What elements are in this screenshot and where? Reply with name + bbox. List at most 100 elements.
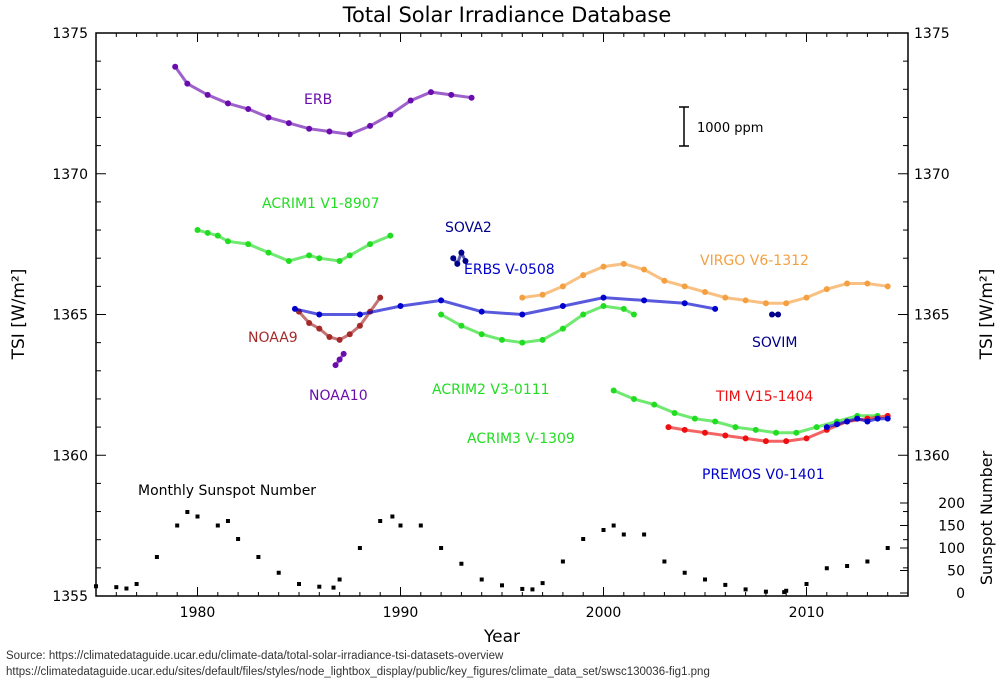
sunspot-point — [824, 566, 829, 571]
label-sova2: SOVA2 — [445, 220, 492, 236]
sunspot-point — [418, 523, 423, 528]
sunspot-point — [723, 582, 728, 587]
sunspot-point — [215, 523, 220, 528]
sunspot-tick-label: 100 — [938, 541, 965, 557]
label-virgo: VIRGO V6-1312 — [700, 253, 809, 269]
y-tick-label-right: 1370 — [914, 167, 950, 183]
series-line — [452, 248, 467, 267]
sunspot-point — [378, 519, 383, 523]
sunspot-point — [276, 570, 281, 575]
sunspot-point — [763, 589, 768, 594]
y-axis-label-sunspot: Sunspot Number — [977, 450, 996, 585]
series-2 — [438, 303, 637, 346]
series-1 — [194, 227, 394, 265]
label-sunspot: Monthly Sunspot Number — [138, 483, 316, 499]
sunspot-point — [662, 559, 667, 564]
sunspot-point — [337, 577, 342, 582]
y-tick-label-right: 1375 — [914, 26, 950, 42]
series-line — [334, 353, 345, 367]
sunspot-point — [642, 532, 647, 537]
label-acrim2: ACRIM2 V3-0111 — [432, 382, 550, 398]
sunspot-point — [439, 546, 444, 550]
y-tick-label: 1370 — [52, 167, 88, 183]
series-line — [173, 65, 472, 136]
label-acrim3: ACRIM3 V-1309 — [467, 431, 575, 447]
sunspot-point — [185, 510, 190, 514]
series-line — [613, 389, 878, 435]
sunspot-tick-label: 0 — [956, 586, 965, 602]
series-4 — [296, 294, 384, 343]
y-tick-label: 1355 — [52, 589, 88, 605]
y-tick-label: 1360 — [52, 448, 88, 464]
series-line — [440, 304, 635, 345]
y-axis-label-right: TSI [W/m²] — [977, 269, 997, 361]
sunspot-tick-label: 150 — [938, 519, 965, 535]
sunspot-point — [845, 564, 850, 568]
sunspot-point — [459, 561, 464, 566]
sunspot-point — [560, 559, 565, 564]
sunspot-point — [175, 523, 180, 528]
chart-title: Total Solar Irradiance Database — [342, 3, 672, 27]
sunspot-point — [865, 559, 870, 564]
series-5 — [332, 350, 347, 369]
scale-bar: 1000 ppm — [679, 106, 763, 147]
sunspot-point — [297, 582, 301, 586]
sunspot-point — [540, 581, 545, 586]
y-tick-label: 1375 — [52, 26, 88, 42]
sunspot-point — [398, 523, 403, 528]
series-8 — [519, 260, 891, 307]
y-axis-label-left: TSI [W/m²] — [9, 269, 29, 361]
sunspot-point — [500, 583, 504, 588]
x-tick-label: 2000 — [586, 605, 622, 621]
sunspot-point — [804, 582, 809, 586]
source-line-2[interactable]: https://climatedataguide.ucar.edu/sites/… — [6, 666, 710, 678]
sunspot-point — [236, 537, 241, 541]
x-axis-label: Year — [483, 627, 520, 647]
series-10 — [823, 415, 891, 431]
sunspot-tick-label: 200 — [938, 496, 965, 512]
sunspot-point — [317, 584, 322, 589]
sunspot-point — [885, 546, 890, 550]
series-labels: ERB ACRIM1 V1-8907 ACRIM2 V3-0111 ACRIM3… — [138, 92, 825, 499]
sunspot-point — [530, 587, 535, 592]
sunspot-point — [621, 532, 626, 537]
label-erbs: ERBS V-0508 — [464, 262, 555, 278]
series-0 — [172, 63, 475, 138]
series-line — [294, 296, 716, 317]
series-line — [826, 417, 888, 429]
label-tim: TIM V15-1404 — [715, 389, 813, 405]
label-acrim1: ACRIM1 V1-8907 — [262, 196, 380, 212]
sunspot-point — [154, 555, 159, 559]
label-erb: ERB — [304, 92, 332, 108]
sunspot-point — [195, 514, 200, 519]
sunspot-point — [782, 590, 787, 595]
y-tick-label-right: 1360 — [914, 448, 950, 464]
y-tick-label-right: 1365 — [914, 308, 950, 324]
x-tick-label: 2010 — [789, 605, 825, 621]
x-tick-label: 1980 — [180, 605, 216, 621]
sunspot-point — [784, 588, 789, 593]
series-line — [297, 296, 382, 342]
y-tick-label: 1365 — [52, 308, 88, 324]
sunspot-point — [357, 546, 362, 550]
series-6 — [450, 248, 469, 267]
series-12 — [94, 510, 890, 595]
sunspot-point — [114, 585, 119, 590]
series-line — [522, 262, 888, 305]
sunspot-point — [479, 577, 484, 582]
sunspot-point — [134, 582, 139, 586]
sunspot-tick-label: 50 — [947, 564, 965, 580]
sunspot-point — [390, 514, 395, 519]
label-noaa9: NOAA9 — [248, 330, 298, 346]
series-7 — [291, 294, 719, 318]
sunspot-point — [225, 519, 230, 523]
label-premos: PREMOS V0-1401 — [702, 467, 825, 483]
data-layer — [94, 63, 891, 595]
sunspot-point — [743, 587, 748, 592]
series-line — [197, 228, 391, 263]
sunspot-point — [611, 523, 616, 528]
label-sovim: SOVIM — [752, 335, 797, 351]
source-line-1[interactable]: Source: https://climatedataguide.ucar.ed… — [6, 650, 504, 662]
